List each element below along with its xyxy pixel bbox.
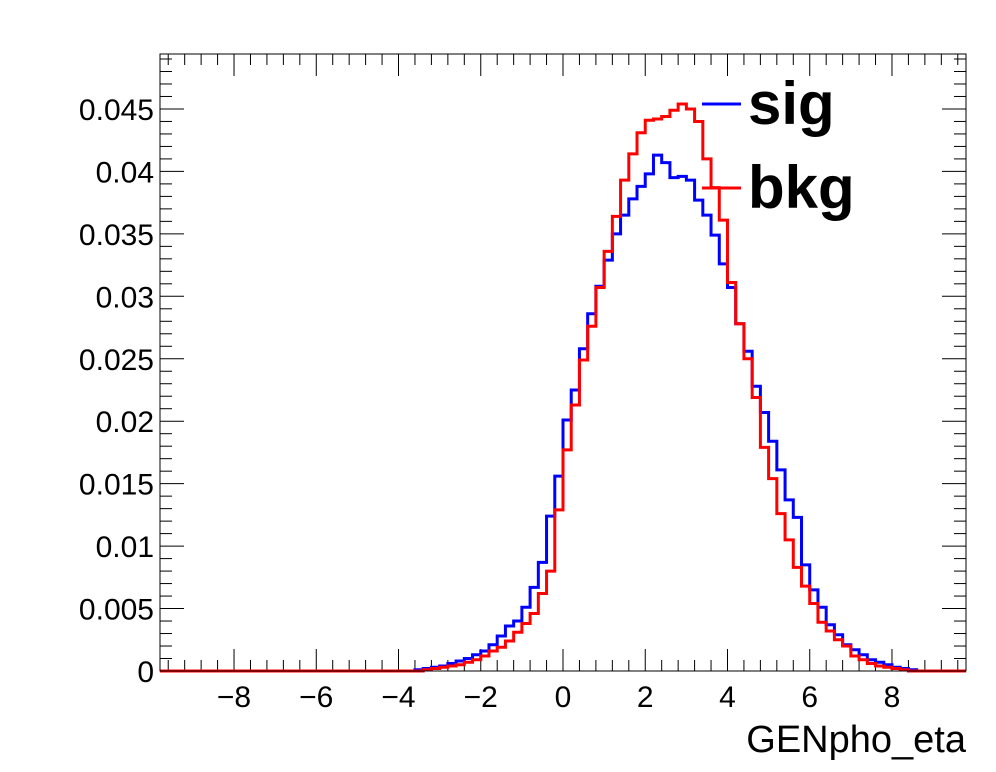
x-tick-label: 8 xyxy=(884,681,901,714)
x-tick-label: 4 xyxy=(719,681,736,714)
y-tick-label: 0.03 xyxy=(96,281,154,314)
x-tick-label: 2 xyxy=(637,681,654,714)
y-tick-label: 0.02 xyxy=(96,406,154,439)
tick-labels: −8 −6 −4 −2 0 2 4 6 8 0 0.005 0.01 0.015 0.02 0.025 0.0… xyxy=(79,94,900,714)
x-tick-label: −4 xyxy=(381,681,415,714)
x-tick-label: −8 xyxy=(217,681,251,714)
y-tick-label: 0.04 xyxy=(96,156,154,189)
y-tick-label: 0.045 xyxy=(79,94,154,127)
x-tick-label: −2 xyxy=(464,681,498,714)
y-tick-label: 0.025 xyxy=(79,344,154,377)
x-tick-label: −6 xyxy=(299,681,333,714)
x-tick-label: 0 xyxy=(555,681,572,714)
y-tick-label: 0 xyxy=(137,656,154,689)
y-tick-label: 0.015 xyxy=(79,469,154,502)
legend-label-sig: sig xyxy=(748,70,835,137)
y-tick-label: 0.01 xyxy=(96,531,154,564)
y-tick-label: 0.005 xyxy=(79,594,154,627)
y-tick-label: 0.035 xyxy=(79,219,154,252)
axis-ticks xyxy=(160,54,966,672)
legend-label-bkg: bkg xyxy=(748,154,855,221)
plot-frame xyxy=(159,53,967,672)
x-axis-title: GENpho_eta xyxy=(746,719,967,761)
legend: sig bkg xyxy=(702,70,855,221)
x-tick-label: 6 xyxy=(801,681,818,714)
